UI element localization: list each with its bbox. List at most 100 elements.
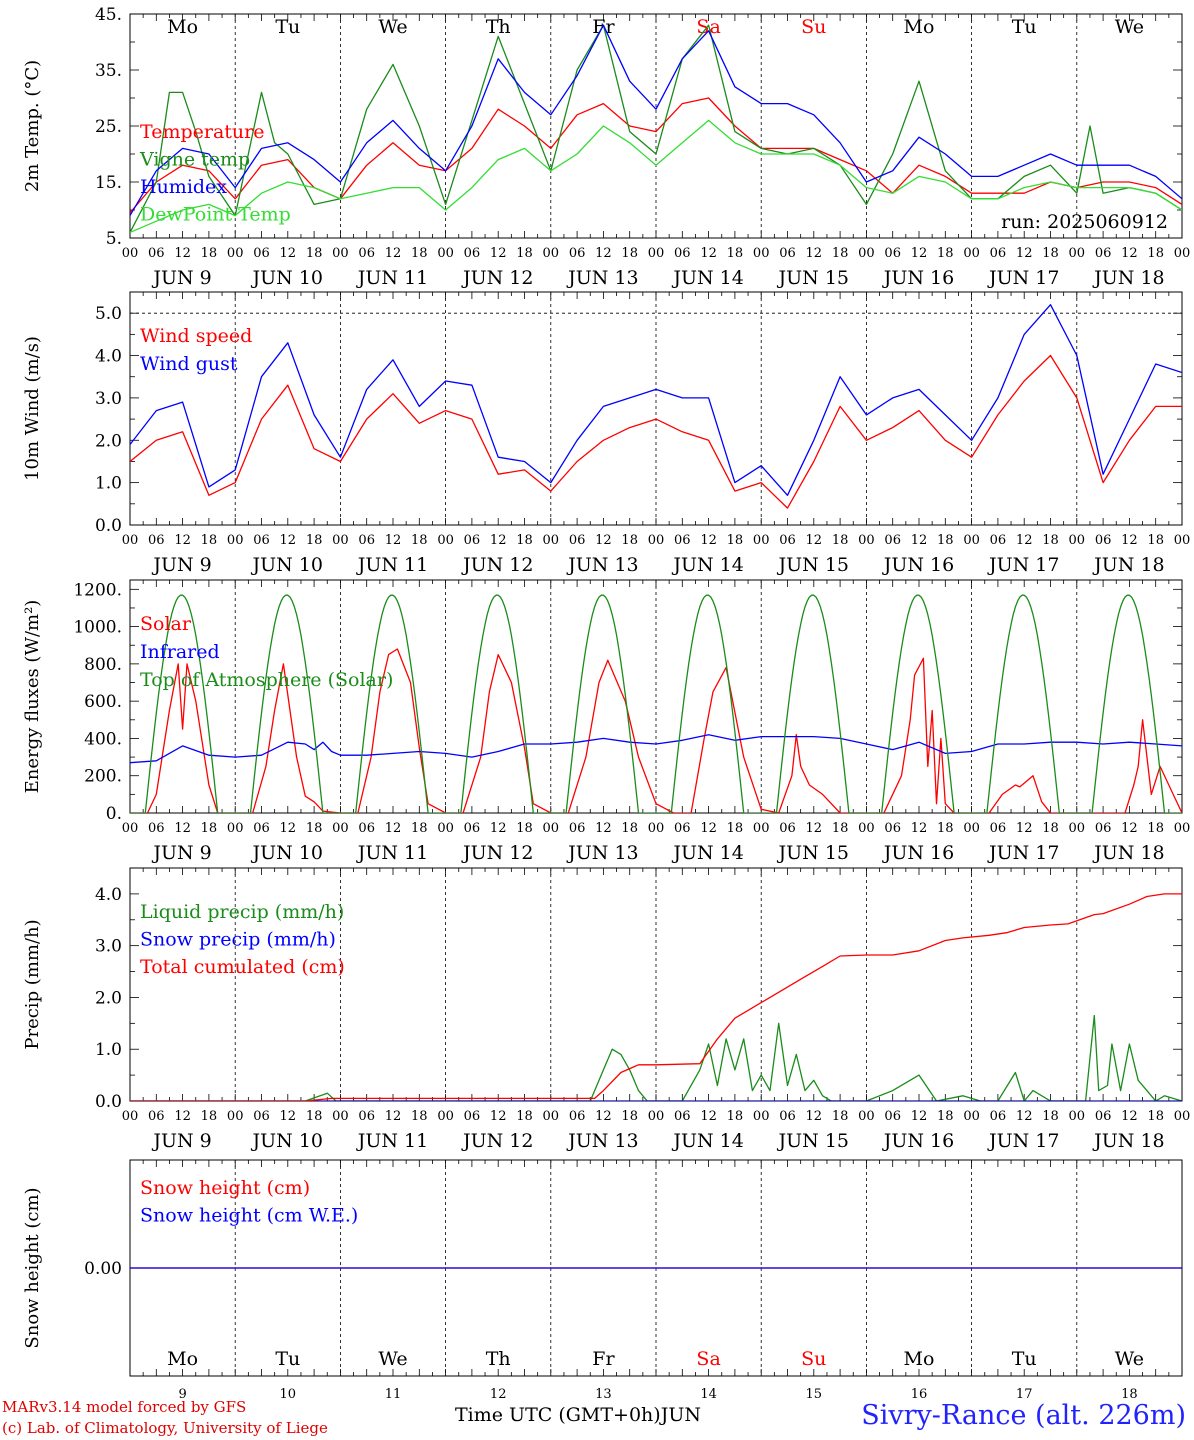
date-label: JUN 11	[356, 267, 428, 289]
hour-label: 18	[1147, 821, 1164, 836]
hour-label: 00	[1174, 246, 1191, 261]
hour-label: 00	[332, 821, 349, 836]
legend-entry: Vigne temp	[139, 149, 250, 171]
hour-label: 18	[306, 246, 323, 261]
hour-label: 00	[332, 1109, 349, 1124]
hour-label: 00	[1174, 533, 1191, 548]
date-label: JUN 10	[251, 842, 323, 864]
hour-label: 18	[832, 821, 849, 836]
date-label: JUN 10	[251, 1130, 323, 1152]
hour-label: 06	[1095, 246, 1112, 261]
hour-label: 18	[306, 533, 323, 548]
y-axis-label: 2m Temp. (°C)	[22, 60, 43, 192]
hour-label: 18	[411, 246, 428, 261]
day-number: 9	[178, 1387, 186, 1402]
legend-entry: Temperature	[140, 121, 264, 143]
hour-label: 12	[385, 821, 402, 836]
legend-entry: DewPoint Temp	[140, 204, 291, 226]
legend-entry: Humidex	[140, 176, 227, 198]
date-label: JUN 16	[882, 554, 954, 576]
date-label: JUN 14	[671, 267, 743, 289]
hour-label: 18	[832, 1109, 849, 1124]
hour-label: 00	[858, 246, 875, 261]
hour-label: 12	[700, 821, 717, 836]
hour-label: 06	[674, 246, 691, 261]
hour-label: 00	[963, 1109, 980, 1124]
series-group	[130, 893, 1182, 1101]
weekday-label: We	[1115, 16, 1144, 38]
date-label: JUN 11	[356, 842, 428, 864]
weekday-label: Mo	[904, 1348, 935, 1370]
hour-label: 06	[990, 246, 1007, 261]
hour-label: 06	[253, 533, 270, 548]
hour-label: 00	[122, 533, 139, 548]
hour-label: 18	[832, 533, 849, 548]
date-label: JUN 12	[461, 267, 533, 289]
date-label: JUN 17	[987, 267, 1059, 289]
series-line-total-cumulated-cm-	[130, 893, 1182, 1101]
hour-label: 06	[674, 1109, 691, 1124]
date-label: JUN 11	[356, 1130, 428, 1152]
y-tick-label: 1200.	[73, 580, 122, 600]
date-label: JUN 12	[461, 842, 533, 864]
legend-entry: Wind gust	[140, 353, 238, 375]
hour-label: 18	[727, 1109, 744, 1124]
panel-3: 0. 200. 400. 600. 800. 1000. 1200. Energy fluxe…	[22, 579, 1190, 864]
hour-label: 18	[621, 1109, 638, 1124]
date-label: JUN 9	[151, 554, 211, 576]
hour-label: 18	[1042, 246, 1059, 261]
hour-label: 00	[1069, 821, 1086, 836]
y-tick-label: 35.	[95, 61, 122, 81]
hour-label: 12	[806, 246, 823, 261]
hour-label: 18	[306, 821, 323, 836]
weekday-label: Th	[486, 16, 511, 38]
hour-label: 06	[674, 821, 691, 836]
weekday-label: We	[1115, 1348, 1144, 1370]
hour-label: 06	[148, 1109, 165, 1124]
weekday-label: Sa	[696, 1348, 720, 1370]
hour-label: 12	[385, 1109, 402, 1124]
weekday-label: Mo	[167, 1348, 198, 1370]
y-axis-label: Snow height (cm)	[22, 1187, 43, 1348]
hour-label: 00	[648, 1109, 665, 1124]
y-tick-label: 45.	[95, 5, 122, 25]
hour-label: 12	[174, 821, 191, 836]
series-line-liquid-precip-mm-h-	[130, 1014, 1182, 1101]
date-label: JUN 9	[151, 1130, 211, 1152]
y-tick-label: 800.	[84, 655, 122, 675]
y-axis-label: Precip (mm/h)	[22, 919, 43, 1049]
hour-label: 06	[569, 246, 586, 261]
hour-label: 00	[858, 533, 875, 548]
hour-label: 00	[122, 246, 139, 261]
hour-label: 18	[411, 821, 428, 836]
hour-label: 18	[516, 821, 533, 836]
hour-label: 00	[753, 533, 770, 548]
hour-label: 00	[332, 533, 349, 548]
hour-label: 12	[280, 821, 297, 836]
y-tick-label: 1.0	[95, 474, 122, 494]
hour-label: 06	[990, 821, 1007, 836]
series-line-solar	[130, 648, 1182, 813]
hour-label: 18	[201, 246, 218, 261]
day-number: 16	[911, 1387, 928, 1402]
y-tick-label: 0.0	[95, 516, 122, 536]
legend-entry: Liquid precip (mm/h)	[140, 901, 344, 923]
legend-entry: Snow height (cm)	[140, 1177, 310, 1199]
hour-label: 00	[332, 246, 349, 261]
hour-label: 06	[358, 821, 375, 836]
hour-label: 18	[306, 1109, 323, 1124]
hour-label: 12	[174, 533, 191, 548]
weekday-label: Mo	[167, 16, 198, 38]
day-number: 18	[1121, 1387, 1138, 1402]
hour-label: 00	[437, 533, 454, 548]
hour-label: 18	[937, 821, 954, 836]
hour-label: 00	[858, 1109, 875, 1124]
hour-label: 06	[148, 246, 165, 261]
panel-4: 0.0 1.0 2.0 3.0 4.0 Precip (mm/h) 00 06 12 18 JUN …	[22, 867, 1190, 1152]
hour-label: 00	[437, 821, 454, 836]
date-label: JUN 14	[671, 554, 743, 576]
hour-label: 18	[1147, 246, 1164, 261]
hour-label: 00	[122, 821, 139, 836]
hour-label: 12	[911, 533, 928, 548]
